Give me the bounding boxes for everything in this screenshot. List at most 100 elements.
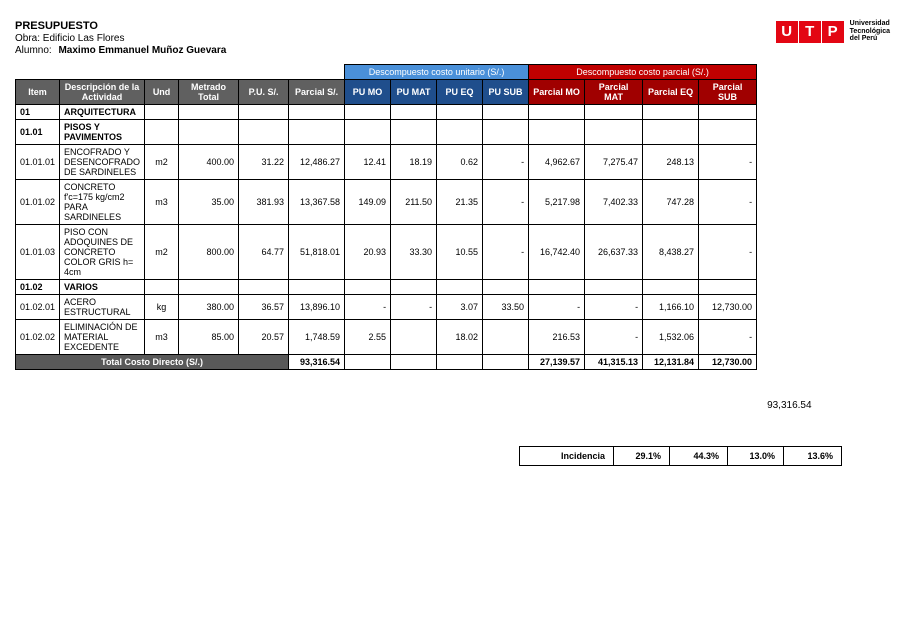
cell-pu: 64.77 (239, 225, 289, 280)
header-left: PRESUPUESTO Obra: Edificio Las Flores Al… (15, 20, 226, 56)
table-row: 01.01PISOS Y PAVIMENTOS (16, 120, 757, 145)
cell-desc: ENCOFRADO Y DESENCOFRADO DE SARDINELES (60, 145, 145, 180)
cell-peq: 1,166.10 (643, 295, 699, 320)
cell-item: 01 (16, 105, 60, 120)
cell-metrado: 85.00 (179, 320, 239, 355)
cell-pu (239, 105, 289, 120)
cell-pueq: 10.55 (437, 225, 483, 280)
utp-logo: U T P Universidad Tecnológica del Perú (776, 20, 890, 43)
cell-pu: 20.57 (239, 320, 289, 355)
col-peq: Parcial EQ (643, 80, 699, 105)
cell-pusub (483, 120, 529, 145)
cell-pumo: 12.41 (345, 145, 391, 180)
cell-pusub: - (483, 180, 529, 225)
header: PRESUPUESTO Obra: Edificio Las Flores Al… (15, 20, 890, 56)
cell-psub: - (699, 320, 757, 355)
cell-pu: 31.22 (239, 145, 289, 180)
cell-item: 01.01 (16, 120, 60, 145)
col-pueq: PU EQ (437, 80, 483, 105)
total-blank4 (483, 355, 529, 370)
cell-und: m2 (145, 145, 179, 180)
cell-peq (643, 120, 699, 145)
cell-pueq (437, 105, 483, 120)
table-row: 01.02.01ACERO ESTRUCTURALkg380.0036.5713… (16, 295, 757, 320)
cell-psub (699, 120, 757, 145)
cell-pumo: 20.93 (345, 225, 391, 280)
incidencia-peq: 13.0% (728, 447, 784, 466)
cell-pumo: 2.55 (345, 320, 391, 355)
cell-pmat: 26,637.33 (585, 225, 643, 280)
col-pmat: Parcial MAT (585, 80, 643, 105)
cell-desc: ARQUITECTURA (60, 105, 145, 120)
col-desc: Descripción de la Actividad (60, 80, 145, 105)
cell-peq: 248.13 (643, 145, 699, 180)
group-header-row: Descompuesto costo unitario (S/.) Descom… (16, 65, 757, 80)
cell-und: m3 (145, 180, 179, 225)
cell-pmat: 7,275.47 (585, 145, 643, 180)
cell-psub: - (699, 225, 757, 280)
table-row: 01ARQUITECTURA (16, 105, 757, 120)
cell-pusub: - (483, 145, 529, 180)
cell-pueq: 18.02 (437, 320, 483, 355)
cell-desc: PISO CON ADOQUINES DE CONCRETO COLOR GRI… (60, 225, 145, 280)
col-pmo: Parcial MO (529, 80, 585, 105)
cell-und (145, 120, 179, 145)
cell-pmo: 4,962.67 (529, 145, 585, 180)
cell-pu (239, 120, 289, 145)
blank-header (16, 65, 345, 80)
cell-peq: 8,438.27 (643, 225, 699, 280)
col-und: Und (145, 80, 179, 105)
side-total: 93,316.54 (767, 64, 812, 411)
total-parcial: 93,316.54 (289, 355, 345, 370)
cell-pumat (391, 320, 437, 355)
col-item: Item (16, 80, 60, 105)
cell-und: m3 (145, 320, 179, 355)
cell-item: 01.02.02 (16, 320, 60, 355)
table-row: 01.01.02CONCRETO f'c=175 kg/cm2 PARA SAR… (16, 180, 757, 225)
cell-pmo: 16,742.40 (529, 225, 585, 280)
col-parcial: Parcial S/. (289, 80, 345, 105)
cell-pusub: 33.50 (483, 295, 529, 320)
cell-pmo (529, 105, 585, 120)
cell-parcial (289, 105, 345, 120)
alumno-row: Alumno: Maximo Emmanuel Muñoz Guevara (15, 45, 226, 56)
cell-pusub: - (483, 225, 529, 280)
total-psub: 12,730.00 (699, 355, 757, 370)
cell-pmo: - (529, 295, 585, 320)
cell-psub: 12,730.00 (699, 295, 757, 320)
cell-metrado: 380.00 (179, 295, 239, 320)
cell-pumo: - (345, 295, 391, 320)
group-header-parcial: Descompuesto costo parcial (S/.) (529, 65, 757, 80)
cell-pusub (483, 280, 529, 295)
incidencia-label: Incidencia (520, 447, 614, 466)
total-blank3 (437, 355, 483, 370)
cell-desc: ELIMINACIÓN DE MATERIAL EXCEDENTE (60, 320, 145, 355)
cell-pusub (483, 105, 529, 120)
cell-parcial: 13,367.58 (289, 180, 345, 225)
cell-pmat: 7,402.33 (585, 180, 643, 225)
cell-desc: ACERO ESTRUCTURAL (60, 295, 145, 320)
total-row: Total Costo Directo (S/.) 93,316.54 27,1… (16, 355, 757, 370)
cell-psub: - (699, 145, 757, 180)
alumno-label: Alumno: (15, 45, 52, 56)
incidencia-pmo: 29.1% (614, 447, 670, 466)
cell-peq: 747.28 (643, 180, 699, 225)
cell-parcial (289, 280, 345, 295)
cell-pmat (585, 280, 643, 295)
table-row: 01.02.02ELIMINACIÓN DE MATERIAL EXCEDENT… (16, 320, 757, 355)
total-blank1 (345, 355, 391, 370)
logo-letter-p: P (822, 21, 844, 43)
cell-pu: 36.57 (239, 295, 289, 320)
cell-pueq: 0.62 (437, 145, 483, 180)
cell-pumat (391, 280, 437, 295)
total-label: Total Costo Directo (S/.) (16, 355, 289, 370)
cell-peq: 1,532.06 (643, 320, 699, 355)
cell-metrado: 400.00 (179, 145, 239, 180)
cell-desc: VARIOS (60, 280, 145, 295)
cell-pumo (345, 120, 391, 145)
cell-item: 01.02.01 (16, 295, 60, 320)
col-pu: P.U. S/. (239, 80, 289, 105)
cell-pmat (585, 105, 643, 120)
col-pumat: PU MAT (391, 80, 437, 105)
cell-metrado: 35.00 (179, 180, 239, 225)
